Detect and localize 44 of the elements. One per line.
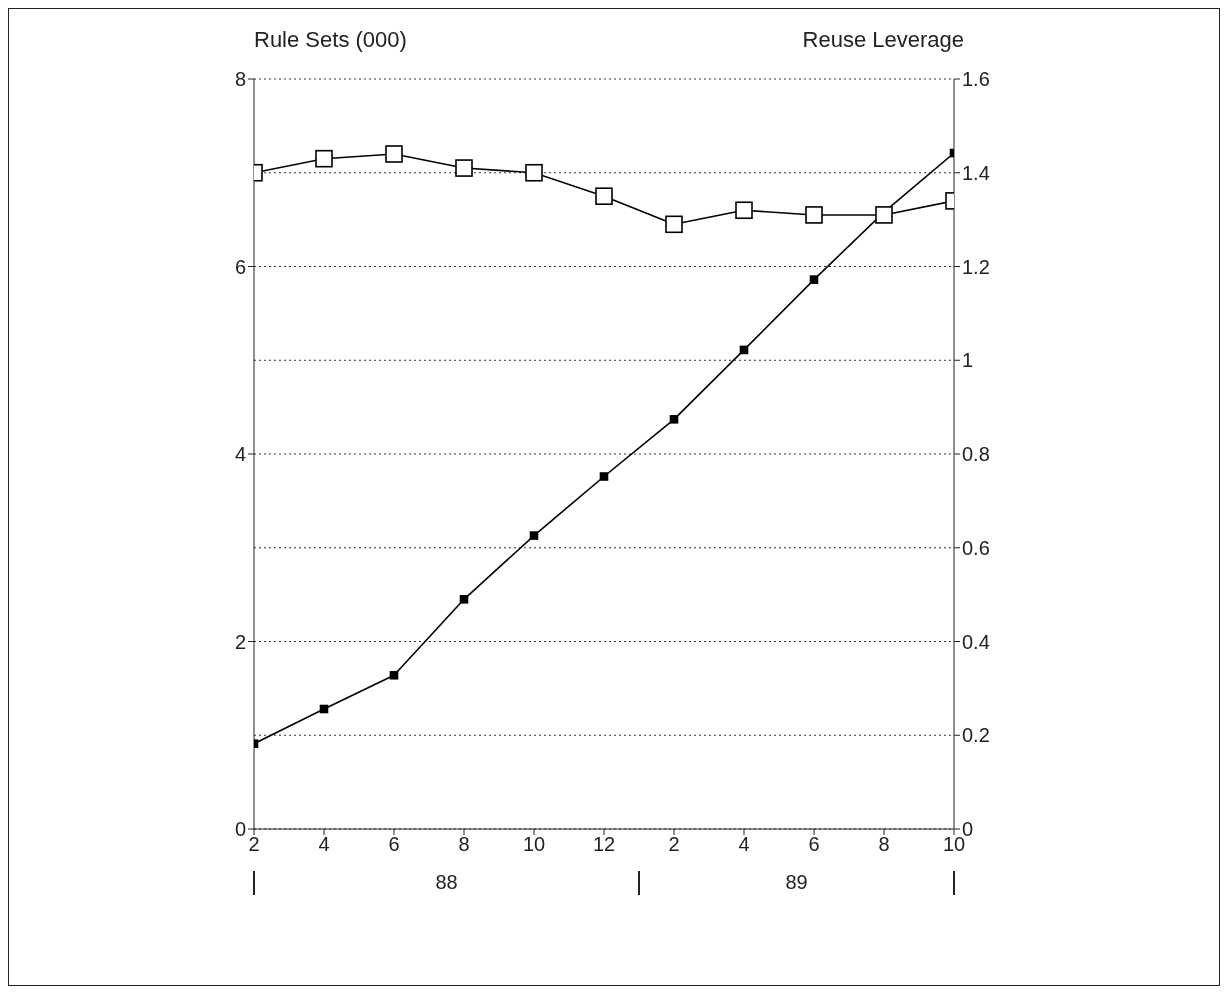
y2-axis-title: Reuse Leverage xyxy=(802,27,964,53)
point xyxy=(599,472,609,481)
x-tick-label: 8 xyxy=(458,833,470,856)
x-tick-label: 10 xyxy=(522,833,546,856)
y-tick-label: 6 xyxy=(234,255,246,278)
point xyxy=(669,415,679,424)
x-tick-label: 6 xyxy=(388,833,400,856)
point xyxy=(315,149,333,168)
y-tick-label: 0 xyxy=(234,818,246,841)
point xyxy=(809,275,819,284)
y2-tick-label: 0.4 xyxy=(962,630,990,653)
point xyxy=(875,206,893,224)
y2-tick-label: 1.2 xyxy=(962,255,990,278)
point xyxy=(735,201,753,220)
x-tick-label: 12 xyxy=(592,833,616,856)
x-tick-label: 8 xyxy=(878,833,890,856)
x-tick-label: 2 xyxy=(668,833,680,856)
y2-tick-label: 0.8 xyxy=(962,443,990,466)
y-tick-label: 2 xyxy=(234,630,246,653)
x-tick-label: 4 xyxy=(738,833,750,856)
x-tick-label: 4 xyxy=(318,833,330,856)
y-tick-label: 8 xyxy=(234,68,246,91)
point xyxy=(459,595,469,604)
y2-tick-label: 0.6 xyxy=(962,536,990,559)
text: 88 xyxy=(434,871,459,894)
x-tick-label: 6 xyxy=(808,833,820,856)
x-tick-label: 2 xyxy=(248,833,260,856)
y2-tick-label: 1.6 xyxy=(962,68,990,91)
point xyxy=(385,145,403,163)
point xyxy=(455,159,473,177)
y2-tick-label: 0.2 xyxy=(962,724,990,747)
y2-tick-label: 1 xyxy=(962,349,974,372)
point xyxy=(529,531,539,540)
y2-tick-label: 1.4 xyxy=(962,161,990,184)
y-tick-label: 4 xyxy=(234,443,246,466)
y-axis-title: Rule Sets (000) xyxy=(254,27,407,53)
point xyxy=(389,670,399,680)
point xyxy=(665,215,683,234)
point xyxy=(739,345,749,355)
point xyxy=(595,187,613,205)
text: 89 xyxy=(784,871,809,894)
point xyxy=(319,704,329,714)
point xyxy=(805,206,823,224)
point xyxy=(525,163,543,182)
